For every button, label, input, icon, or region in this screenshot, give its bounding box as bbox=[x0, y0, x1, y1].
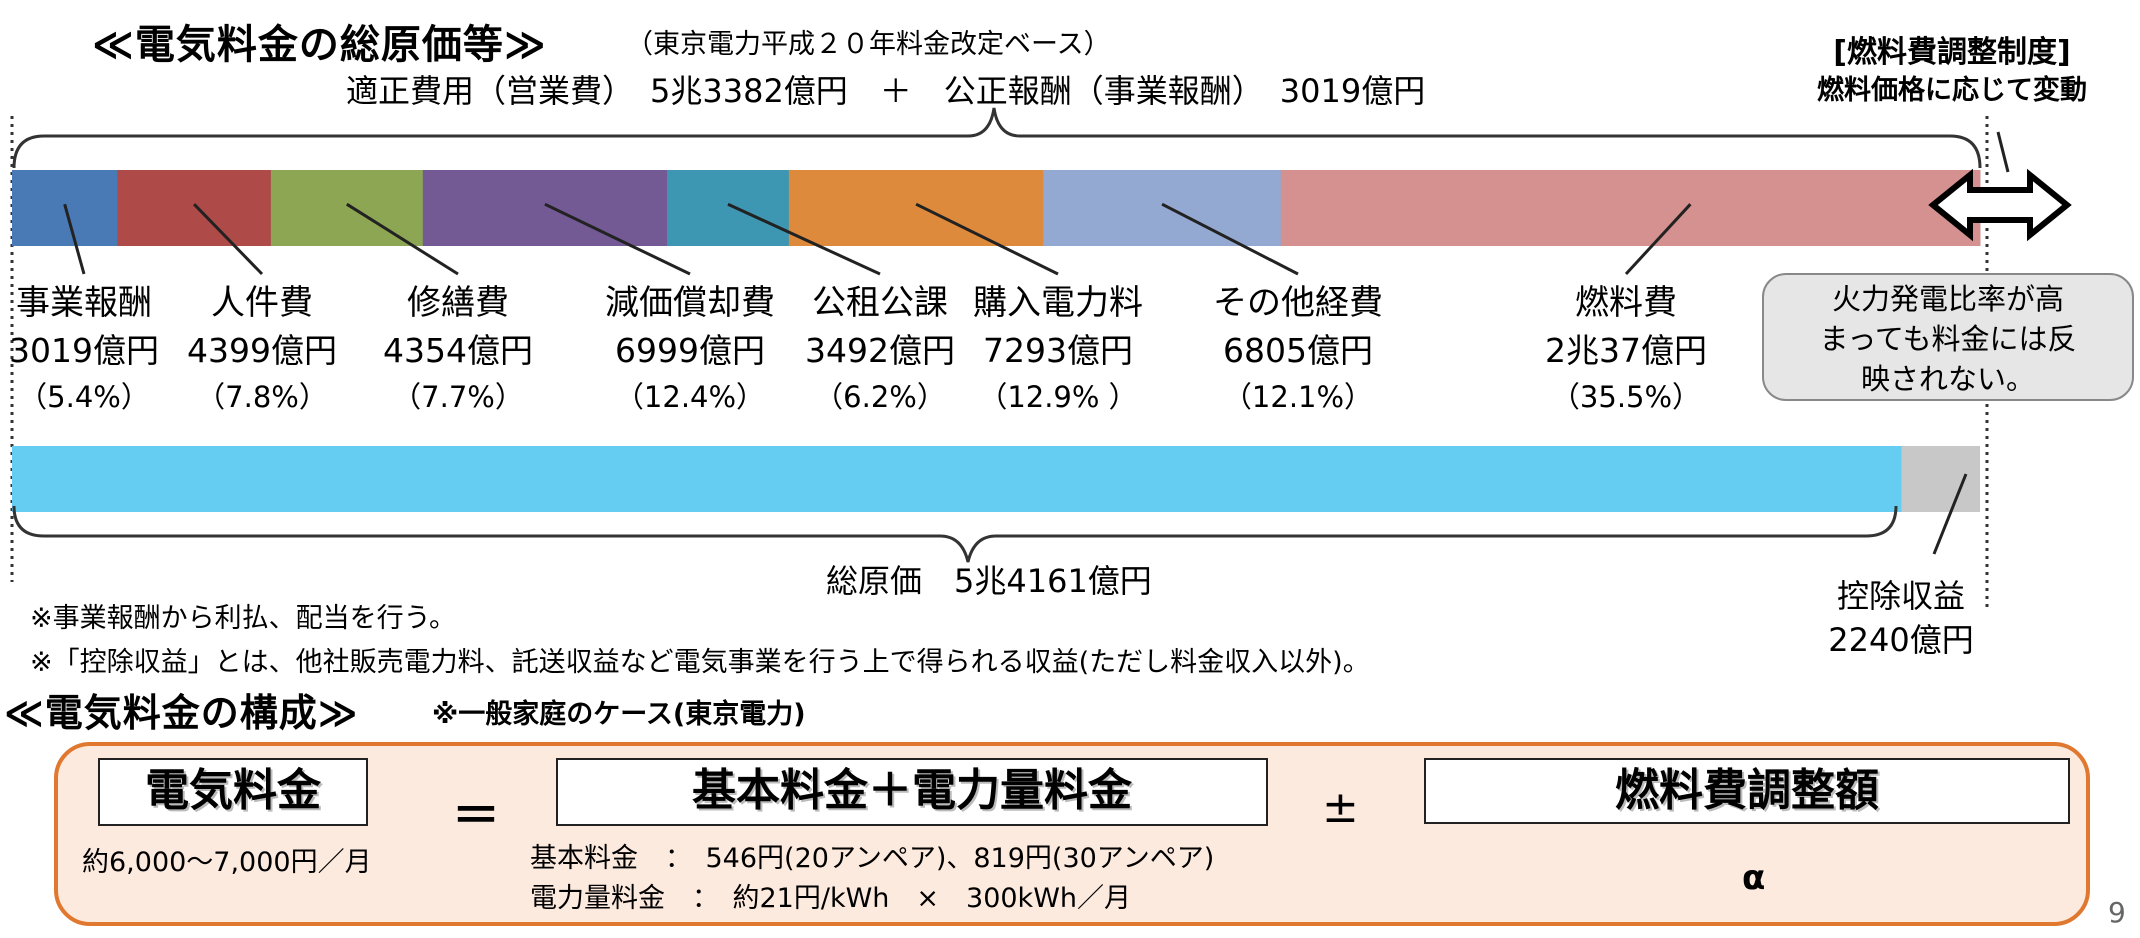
bubble-line-1: 火力発電比率が高 bbox=[1831, 282, 2064, 316]
equals-sign: ＝ bbox=[452, 788, 501, 844]
category-percent: （12.4%） bbox=[614, 380, 766, 414]
deduction-name: 控除収益 bbox=[1836, 577, 1965, 615]
note-2: ※「控除収益」とは、他社販売電力料、託送収益など電気事業を行う上で得られる収益(… bbox=[30, 647, 1370, 678]
leader-line-3 bbox=[346, 202, 459, 276]
leader-line-1 bbox=[63, 203, 86, 275]
bar-segment-2 bbox=[117, 170, 272, 246]
category-value: 3492億円 bbox=[805, 331, 955, 370]
deduction-label: 控除収益 2240億円 bbox=[1826, 574, 1976, 662]
top-brace bbox=[12, 107, 1982, 169]
category-label-6: 購入電力料 7293億円 （12.9% ） bbox=[948, 280, 1168, 421]
fuel-adjustment-title-1: [燃料費調整制度] bbox=[1833, 35, 2071, 70]
category-percent: （12.9% ） bbox=[978, 380, 1138, 414]
bar-segment-6 bbox=[788, 170, 1044, 246]
category-name: 人件費 bbox=[211, 283, 313, 323]
category-label-8: 燃料費 2兆37億円 （35.5%） bbox=[1516, 280, 1736, 421]
deduction-leader bbox=[1932, 473, 1968, 555]
category-percent: （35.5%） bbox=[1550, 380, 1702, 414]
category-percent: （6.2%） bbox=[814, 380, 946, 414]
bar-segment-4 bbox=[422, 170, 668, 246]
category-value: 7293億円 bbox=[983, 331, 1133, 370]
bubble-line-3: 映されない。 bbox=[1860, 362, 2035, 396]
category-percent: （7.8%） bbox=[196, 380, 328, 414]
category-value: 4354億円 bbox=[383, 331, 533, 370]
category-name: 減価償却費 bbox=[605, 283, 775, 323]
fuel-adjustment-title-2: 燃料価格に応じて変動 bbox=[1817, 75, 2087, 106]
plusminus-sign: ± bbox=[1322, 782, 1359, 833]
arrow-leader bbox=[1996, 131, 2010, 173]
category-percent: （5.4%） bbox=[18, 380, 150, 414]
bottom-brace bbox=[12, 505, 1898, 563]
category-name: 購入電力料 bbox=[973, 283, 1143, 323]
fuel-note-bubble: 火力発電比率が高 まっても料金には反 映されない。 bbox=[1762, 273, 2134, 401]
page-subtitle: （東京電力平成２０年料金改定ベース） bbox=[626, 29, 1111, 60]
bill-box: 電気料金 bbox=[98, 758, 368, 826]
base-charge-detail: 基本料金 ： 546円(20アンペア)、819円(30アンペア) bbox=[530, 843, 1215, 874]
composition-title: ≪電気料金の構成≫ bbox=[4, 691, 359, 735]
category-name: 公租公課 bbox=[812, 283, 948, 323]
base-energy-box: 基本料金＋電力量料金 bbox=[556, 758, 1268, 826]
category-label-1: 事業報酬 3019億円 （5.4%） bbox=[0, 280, 194, 421]
leader-line-8 bbox=[1624, 203, 1692, 276]
deduction-bar bbox=[1901, 446, 1980, 512]
deduction-value: 2240億円 bbox=[1828, 621, 1974, 659]
alpha-symbol: α bbox=[1742, 858, 1766, 898]
category-percent: （12.1%） bbox=[1222, 380, 1374, 414]
composition-subtitle: ※一般家庭のケース(東京電力) bbox=[432, 699, 806, 730]
fuel-adjustment-title: [燃料費調整制度] 燃料価格に応じて変動 bbox=[1766, 34, 2138, 110]
page-number: 9 bbox=[2108, 896, 2126, 929]
category-name: その他経費 bbox=[1213, 283, 1383, 323]
category-name: 事業報酬 bbox=[16, 283, 152, 323]
double-arrow-icon bbox=[1928, 168, 2072, 242]
category-label-7: その他経費 6805億円 （12.1%） bbox=[1188, 280, 1408, 421]
bar-segment-3 bbox=[270, 170, 424, 246]
category-value: 6805億円 bbox=[1223, 331, 1373, 370]
category-label-3: 修繕費 4354億円 （7.7%） bbox=[348, 280, 568, 421]
category-percent: （7.7%） bbox=[392, 380, 524, 414]
bubble-line-2: まっても料金には反 bbox=[1819, 322, 2077, 356]
leader-line-7 bbox=[1161, 202, 1299, 276]
leader-line-4 bbox=[544, 202, 691, 276]
category-value: 4399億円 bbox=[187, 331, 337, 370]
leader-line-6 bbox=[915, 202, 1059, 276]
bar-segment-8 bbox=[1280, 170, 1981, 246]
page-title: ≪電気料金の総原価等≫ bbox=[92, 22, 547, 68]
category-label-4: 減価償却費 6999億円 （12.4%） bbox=[580, 280, 800, 421]
bar-segment-7 bbox=[1043, 170, 1282, 246]
category-label-5: 公租公課 3492億円 （6.2%） bbox=[770, 280, 990, 421]
cost-breakdown-line: 適正費用（営業費） 5兆3382億円 ＋ 公正報酬（事業報酬） 3019億円 bbox=[346, 72, 1426, 110]
category-value: 6999億円 bbox=[615, 331, 765, 370]
bill-amount: 約6,000～7,000円／月 bbox=[82, 847, 372, 878]
category-name: 修繕費 bbox=[407, 283, 509, 323]
note-1: ※事業報酬から利払、配当を行う。 bbox=[30, 603, 457, 634]
category-label-2: 人件費 4399億円 （7.8%） bbox=[152, 280, 372, 421]
category-value: 2兆37億円 bbox=[1545, 331, 1707, 370]
leader-line-2 bbox=[193, 203, 264, 276]
category-name: 燃料費 bbox=[1575, 283, 1677, 323]
total-cost-label: 総原価 5兆4161億円 bbox=[826, 562, 1152, 600]
category-value: 3019億円 bbox=[9, 331, 159, 370]
leader-line-5 bbox=[727, 202, 881, 276]
energy-charge-detail: 電力量料金 ： 約21円/kWh × 300kWh／月 bbox=[530, 883, 1131, 914]
fuel-adjustment-box: 燃料費調整額 bbox=[1424, 758, 2070, 824]
total-cost-bar bbox=[12, 446, 1902, 512]
bar-segment-5 bbox=[667, 170, 790, 246]
